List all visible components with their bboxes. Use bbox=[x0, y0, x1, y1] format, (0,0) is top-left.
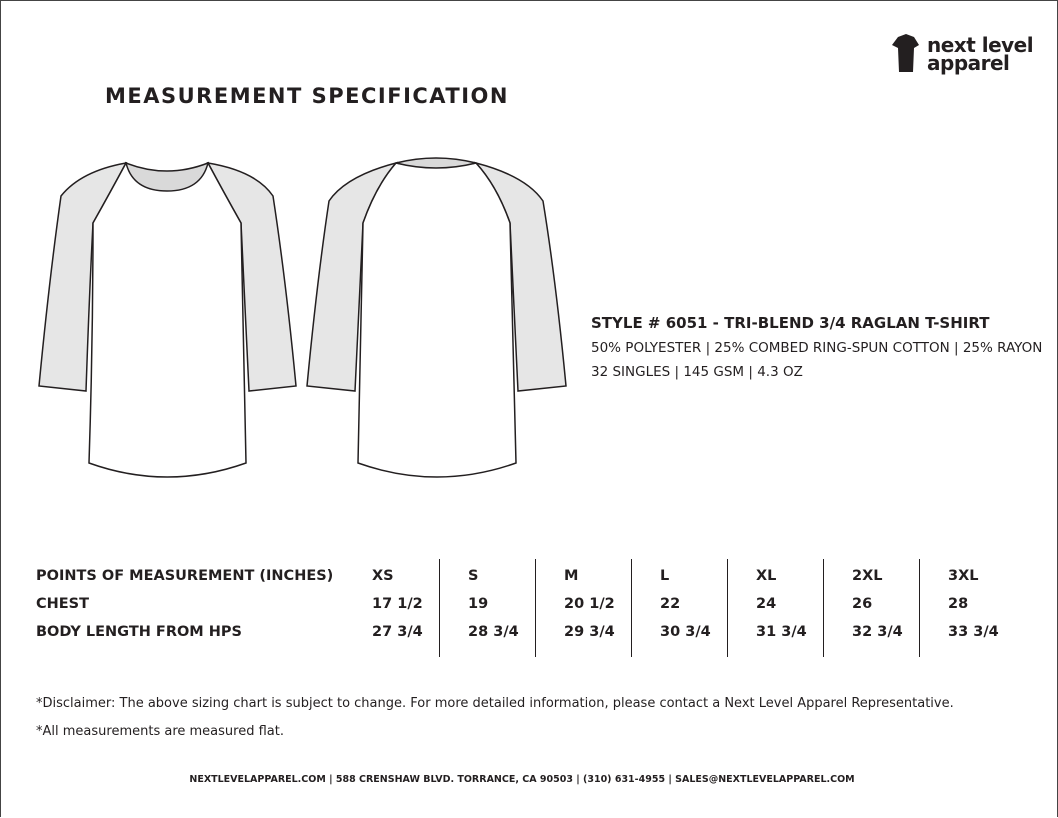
cell: 32 3/4 bbox=[852, 624, 903, 640]
cell: 27 3/4 bbox=[372, 624, 423, 640]
cell: 31 3/4 bbox=[756, 624, 807, 640]
row-label: CHEST bbox=[36, 596, 90, 612]
header-cell: S bbox=[468, 568, 479, 584]
header-cell: L bbox=[660, 568, 670, 584]
header-cell: 2XL bbox=[852, 568, 883, 584]
style-fabric: 50% POLYESTER | 25% COMBED RING-SPUN COT… bbox=[591, 340, 1043, 356]
column-separator bbox=[535, 559, 536, 657]
shirt-front bbox=[38, 161, 297, 478]
style-details: 32 SINGLES | 145 GSM | 4.3 OZ bbox=[591, 364, 803, 380]
logo-line2: apparel bbox=[927, 51, 1010, 75]
header-cell: POINTS OF MEASUREMENT (INCHES) bbox=[36, 568, 334, 584]
style-name: STYLE # 6051 - TRI-BLEND 3/4 RAGLAN T-SH… bbox=[591, 314, 990, 332]
cell: 28 bbox=[948, 596, 969, 612]
cell: 33 3/4 bbox=[948, 624, 999, 640]
cell: 26 bbox=[852, 596, 873, 612]
logo-line1: next level bbox=[927, 33, 1034, 57]
footer: NEXTLEVELAPPAREL.COM | 588 CRENSHAW BLVD… bbox=[189, 774, 855, 785]
shirt-back bbox=[306, 157, 567, 478]
logo-icon bbox=[892, 34, 919, 72]
header-cell: XL bbox=[756, 568, 777, 584]
row-label: BODY LENGTH FROM HPS bbox=[36, 624, 242, 640]
column-separator bbox=[823, 559, 824, 657]
cell: 24 bbox=[756, 596, 777, 612]
disclaimer: *Disclaimer: The above sizing chart is s… bbox=[36, 696, 954, 711]
disclaimer: *All measurements are measured flat. bbox=[36, 724, 284, 739]
cell: 28 3/4 bbox=[468, 624, 519, 640]
header-cell: XS bbox=[372, 568, 394, 584]
header-cell: M bbox=[564, 568, 579, 584]
cell: 19 bbox=[468, 596, 489, 612]
column-separator bbox=[631, 559, 632, 657]
illustrations bbox=[38, 34, 919, 478]
column-separator bbox=[919, 559, 920, 657]
cell: 17 1/2 bbox=[372, 596, 423, 612]
header-cell: 3XL bbox=[948, 568, 979, 584]
cell: 30 3/4 bbox=[660, 624, 711, 640]
title: MEASUREMENT SPECIFICATION bbox=[105, 84, 509, 108]
cell: 22 bbox=[660, 596, 681, 612]
column-separator bbox=[727, 559, 728, 657]
cell: 29 3/4 bbox=[564, 624, 615, 640]
column-separator bbox=[439, 559, 440, 657]
cell: 20 1/2 bbox=[564, 596, 615, 612]
